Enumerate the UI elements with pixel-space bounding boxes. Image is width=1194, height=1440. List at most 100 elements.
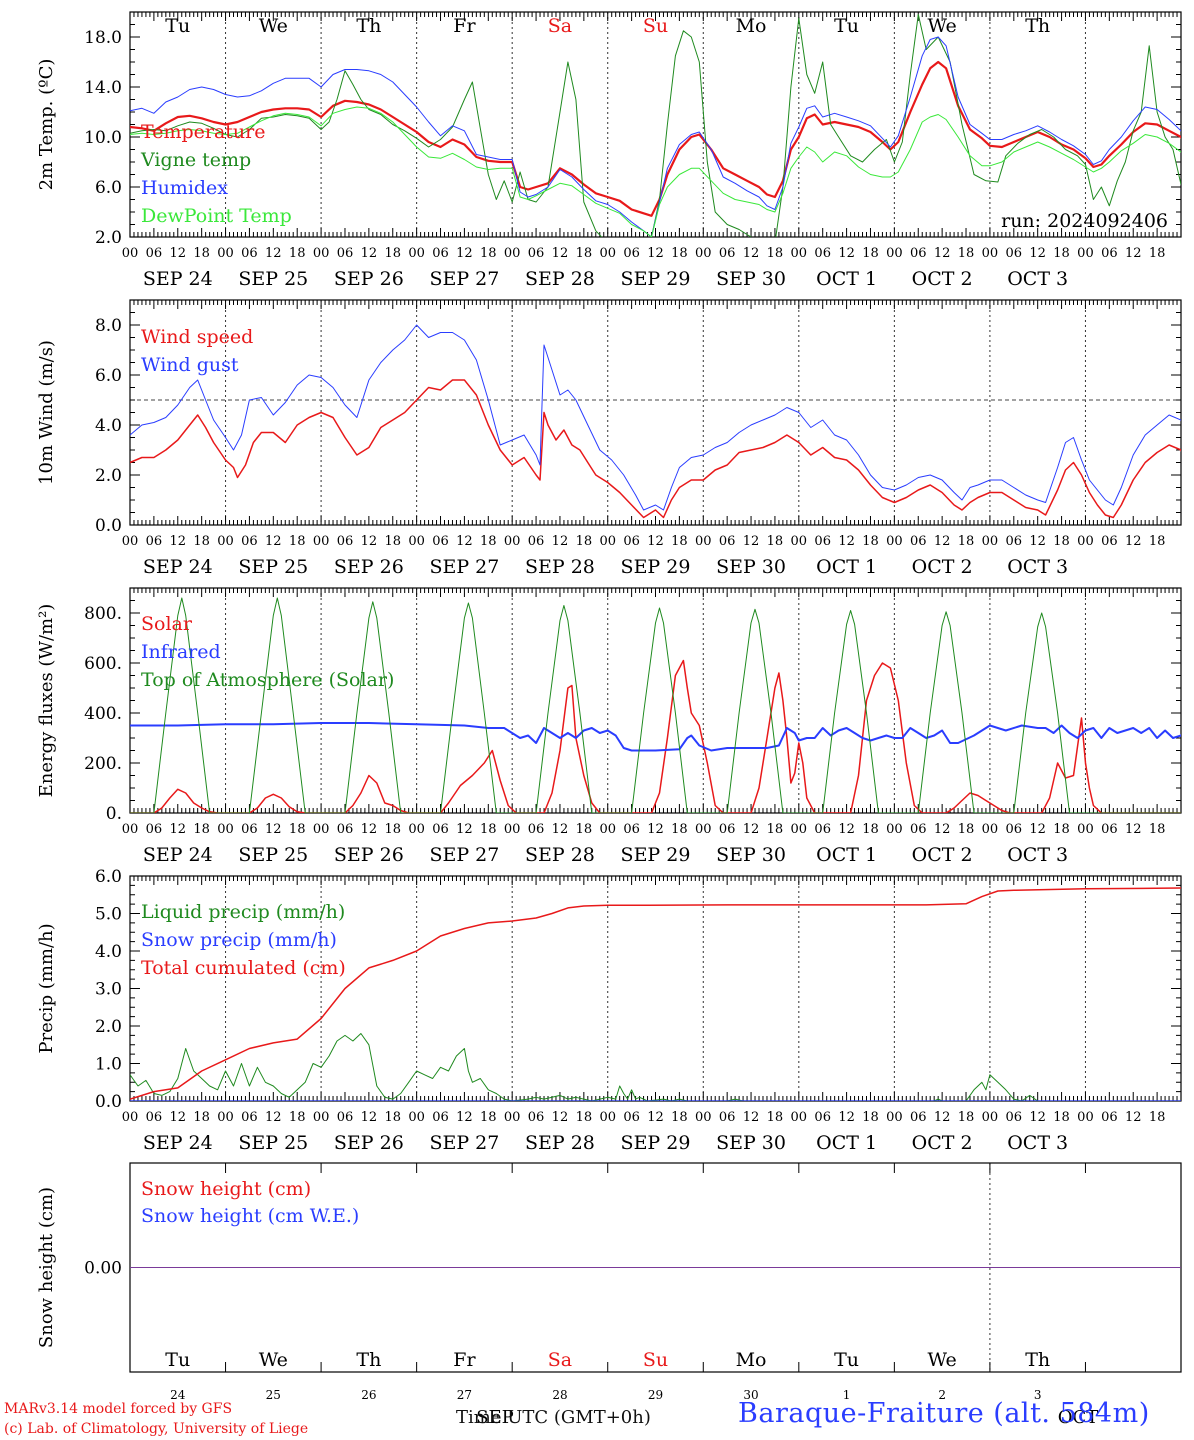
hour-tick-label: 18 xyxy=(1053,1110,1070,1125)
day-name-label: Tu xyxy=(834,15,859,37)
date-label: SEP 26 xyxy=(334,1132,404,1154)
date-label: SEP 28 xyxy=(525,844,595,866)
date-label: SEP 27 xyxy=(429,1132,499,1154)
hour-tick-label: 12 xyxy=(934,1110,951,1125)
y-tick-label: 2.0 xyxy=(95,466,122,486)
y-tick-label: 18.0 xyxy=(84,28,122,48)
hour-tick-label: 18 xyxy=(671,822,688,837)
day-name-label: We xyxy=(259,15,288,37)
y-minor-ticks xyxy=(130,299,1181,526)
panel-energy: 0. 200. 400. 600. 800. Energy fluxes (W/m²) 00… xyxy=(36,587,1182,866)
hour-tick-label: 18 xyxy=(671,246,688,261)
x-tick-marks xyxy=(129,12,1182,237)
hour-tick-label: 18 xyxy=(1053,822,1070,837)
y-tick-label: 200. xyxy=(84,754,122,774)
hour-tick-label: 00 xyxy=(1077,534,1094,549)
day-number-label: 28 xyxy=(552,1388,567,1402)
hour-tick-label: 06 xyxy=(432,822,449,837)
day-name-label: Tu xyxy=(834,1349,859,1371)
hour-tick-label: 18 xyxy=(384,534,401,549)
hour-tick-label: 06 xyxy=(623,534,640,549)
hour-tick-label: 12 xyxy=(456,246,473,261)
hour-tick-label: 00 xyxy=(408,246,425,261)
hour-tick-label: 12 xyxy=(1125,822,1142,837)
time-axis-label: Time UTC (GMT+0h) xyxy=(456,1407,651,1428)
date-label: OCT 2 xyxy=(912,1132,973,1154)
hour-tick-label: 00 xyxy=(122,1110,139,1125)
date-label: OCT 1 xyxy=(816,844,877,866)
hour-tick-label: 00 xyxy=(313,1110,330,1125)
hour-tick-label: 06 xyxy=(910,534,927,549)
hour-tick-label: 12 xyxy=(552,246,569,261)
date-label: SEP 28 xyxy=(525,556,595,578)
series-line-liquid-precip-mm-h xyxy=(130,1033,1181,1101)
hour-tick-label: 12 xyxy=(265,822,282,837)
hour-tick-label: 06 xyxy=(910,822,927,837)
hour-tick-label: 12 xyxy=(743,246,760,261)
day-name-label: Sa xyxy=(548,1349,572,1371)
legend-entry: Snow height (cm W.E.) xyxy=(141,1205,359,1227)
hour-tick-label: 12 xyxy=(456,822,473,837)
y-axis-label: 10m Wind (m/s) xyxy=(36,340,57,485)
y-axis-label: Energy fluxes (W/m²) xyxy=(36,604,57,798)
date-label: SEP 29 xyxy=(621,1132,691,1154)
legend-entry: Solar xyxy=(141,613,193,635)
hour-tick-label: 18 xyxy=(1149,1110,1166,1125)
hour-tick-label: 18 xyxy=(1053,246,1070,261)
hour-tick-label: 00 xyxy=(599,246,616,261)
hour-tick-label: 12 xyxy=(934,246,951,261)
y-tick-label: 0.0 xyxy=(95,1092,122,1112)
hour-tick-label: 12 xyxy=(743,1110,760,1125)
hour-tick-label: 18 xyxy=(289,246,306,261)
date-label: SEP 25 xyxy=(238,268,308,290)
hour-tick-label: 18 xyxy=(480,822,497,837)
model-credit: MARv3.14 model forced by GFS xyxy=(4,1401,233,1417)
hour-tick-label: 00 xyxy=(504,1110,521,1125)
series-line-solar xyxy=(130,659,1181,813)
date-label: SEP 25 xyxy=(238,844,308,866)
y-tick-label: 800. xyxy=(84,604,122,624)
legend-entry: Wind gust xyxy=(141,354,239,376)
panel-temp: 2.0 6.0 10.0 14.0 18.0 2m Temp. (ºC) Tu We Th Fr S… xyxy=(36,11,1182,290)
hour-tick-label: 12 xyxy=(647,1110,664,1125)
legend-entry: Snow height (cm) xyxy=(141,1178,311,1200)
date-label: SEP 30 xyxy=(716,844,786,866)
hour-tick-label: 18 xyxy=(1149,246,1166,261)
series-line-dewpoint-temp xyxy=(130,106,1181,237)
x-tick-marks xyxy=(129,876,1182,1101)
day-name-label: We xyxy=(928,1349,957,1371)
day-name-label: Fr xyxy=(453,15,476,37)
hour-tick-label: 12 xyxy=(456,1110,473,1125)
date-label: SEP 28 xyxy=(525,268,595,290)
y-tick-label: 1.0 xyxy=(95,1055,122,1075)
y-axis-label: Precip (mm/h) xyxy=(36,923,57,1053)
hour-tick-label: 06 xyxy=(432,1110,449,1125)
hour-tick-label: 06 xyxy=(241,534,258,549)
date-label: OCT 2 xyxy=(912,844,973,866)
hour-tick-label: 06 xyxy=(337,822,354,837)
hour-tick-label: 18 xyxy=(862,246,879,261)
hour-tick-label: 06 xyxy=(623,822,640,837)
hour-tick-label: 06 xyxy=(241,1110,258,1125)
series-group xyxy=(130,597,1181,813)
hour-tick-label: 06 xyxy=(623,246,640,261)
hour-tick-label: 06 xyxy=(719,246,736,261)
hour-tick-label: 06 xyxy=(1101,246,1118,261)
hour-tick-label: 00 xyxy=(982,246,999,261)
date-label: SEP 30 xyxy=(716,268,786,290)
hour-tick-label: 18 xyxy=(958,1110,975,1125)
hour-tick-label: 12 xyxy=(552,1110,569,1125)
hour-tick-label: 00 xyxy=(695,534,712,549)
hour-tick-label: 06 xyxy=(146,534,163,549)
date-label: SEP 24 xyxy=(143,844,213,866)
series-group xyxy=(130,324,1181,519)
y-tick-label: 4.0 xyxy=(95,416,122,436)
y-tick-label: 600. xyxy=(84,654,122,674)
hour-tick-label: 06 xyxy=(1006,822,1023,837)
hour-tick-label: 18 xyxy=(767,534,784,549)
hour-tick-label: 12 xyxy=(647,534,664,549)
hour-tick-label: 12 xyxy=(361,246,378,261)
y-minor-ticks xyxy=(130,11,1181,238)
hour-tick-label: 12 xyxy=(1125,1110,1142,1125)
